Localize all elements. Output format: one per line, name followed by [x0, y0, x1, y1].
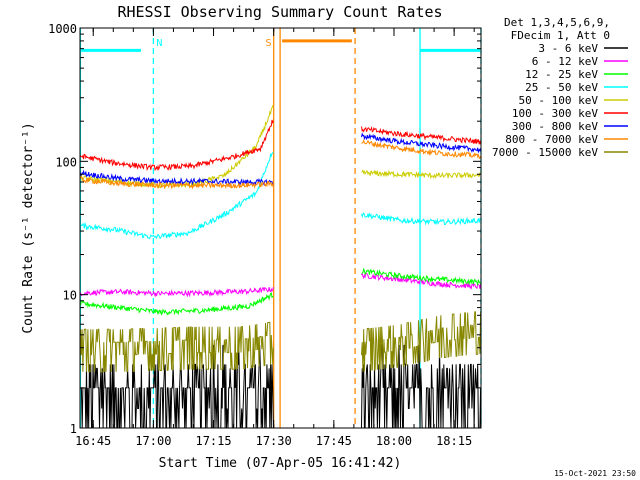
- series-8-segment-1: [361, 311, 482, 372]
- legend: Det 1,3,4,5,6,9, FDecim 1, Att 0 3 - 6 k…: [492, 16, 628, 159]
- annotation-label-s: S: [265, 38, 271, 49]
- legend-entry-label-4: 50 - 100 keV: [519, 94, 599, 107]
- series-2-segment-0: [79, 291, 274, 316]
- series-5-segment-1: [361, 126, 482, 145]
- legend-entry-label-8: 7000 - 15000 keV: [492, 146, 598, 159]
- series-2-segment-1: [361, 267, 482, 287]
- footer-timestamp: 15-Oct-2021 23:50: [554, 469, 636, 478]
- legend-header-line-2: FDecim 1, Att 0: [511, 29, 610, 42]
- series-6-segment-0: [79, 169, 274, 187]
- legend-entry-label-5: 100 - 300 keV: [512, 107, 598, 120]
- x-tick-label-5: 18:00: [376, 434, 412, 448]
- axes: 1 10 100 1000 16:45 17:00 17:15 17:30 17:45 18:00…: [48, 22, 481, 448]
- x-tick-label-6: 18:15: [436, 434, 472, 448]
- plot-frame: [79, 27, 482, 429]
- legend-entry-label-1: 6 - 12 keV: [532, 55, 599, 68]
- series-5-segment-0: [79, 119, 274, 172]
- series-7: [79, 138, 482, 190]
- y-tick-label-0: 1: [70, 422, 77, 436]
- chart-title: RHESSI Observing Summary Count Rates: [117, 3, 442, 21]
- y-tick-label-2: 100: [55, 155, 77, 169]
- x-axis-label: Start Time (07-Apr-05 16:41:42): [159, 456, 402, 471]
- series-6: [79, 132, 482, 187]
- annotation-label-n: N: [156, 38, 162, 49]
- series-3: [79, 151, 481, 240]
- legend-entry-label-3: 25 - 50 keV: [525, 81, 598, 94]
- y-tick-label-1: 10: [63, 289, 77, 303]
- series-3-segment-0: [79, 151, 274, 240]
- legend-entry-label-6: 300 - 800 keV: [512, 120, 598, 133]
- x-tick-label-1: 17:00: [135, 434, 171, 448]
- series-7-segment-1: [361, 138, 482, 159]
- series-5: [79, 119, 482, 172]
- series-7-segment-0: [79, 176, 274, 190]
- series-6-segment-1: [361, 132, 482, 154]
- x-tick-label-4: 17:45: [316, 434, 352, 448]
- series-8: [79, 311, 482, 373]
- series-1-segment-0: [79, 286, 274, 298]
- series-4-segment-1: [361, 169, 481, 180]
- x-tick-label-3: 17:30: [256, 434, 292, 448]
- series-3-segment-1: [361, 212, 481, 226]
- legend-entry-label-2: 12 - 25 keV: [525, 68, 598, 81]
- x-tick-label-2: 17:15: [195, 434, 231, 448]
- y-axis-label: Count Rate (s⁻¹ detector⁻¹): [21, 122, 36, 333]
- series-8-segment-0: [79, 321, 274, 373]
- legend-entry-label-0: 3 - 6 keV: [538, 42, 598, 55]
- y-tick-label-3: 1000: [48, 22, 77, 36]
- legend-entry-label-7: 800 - 7000 keV: [505, 133, 598, 146]
- legend-header-line-1: Det 1,3,4,5,6,9,: [504, 16, 610, 29]
- x-tick-label-0: 16:45: [75, 434, 111, 448]
- series-2: [79, 267, 482, 316]
